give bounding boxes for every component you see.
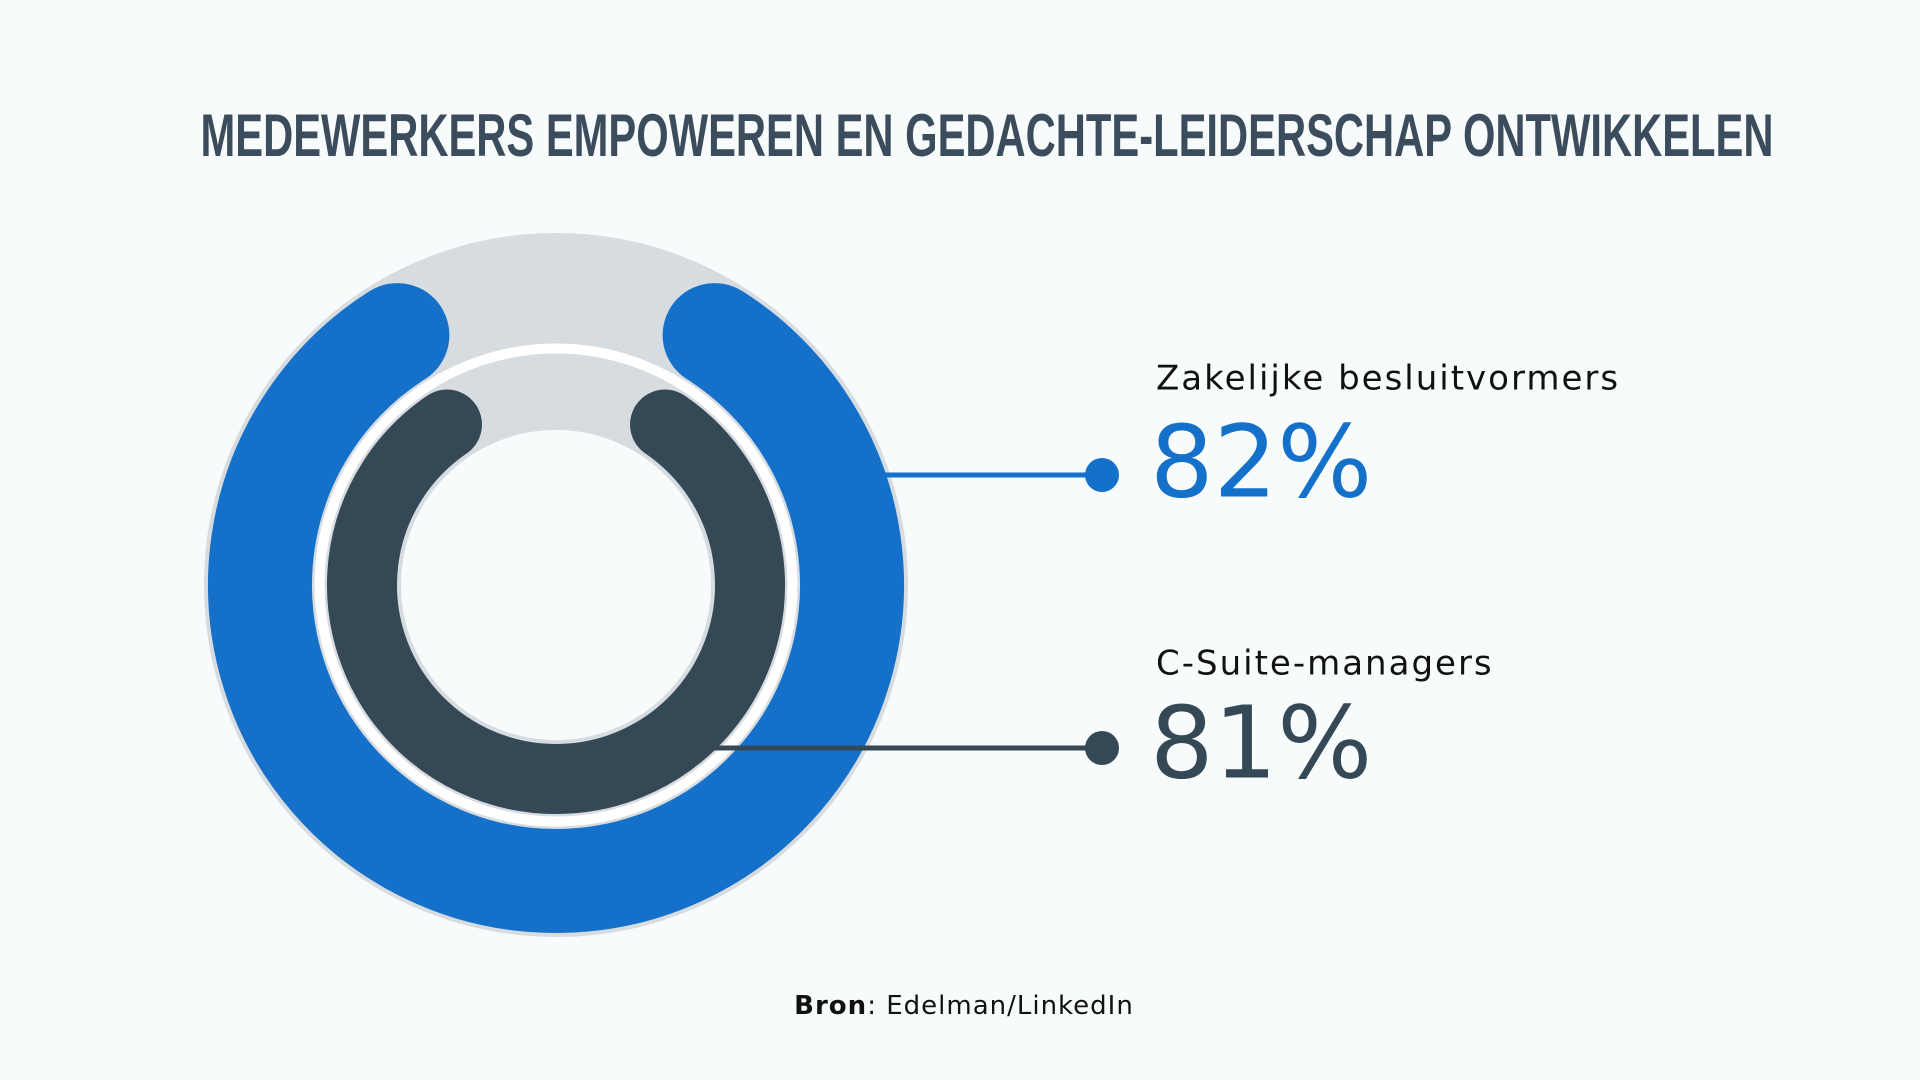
- connector-dot: [1085, 731, 1119, 765]
- value-label: 81%: [1150, 684, 1372, 801]
- separator: [314, 343, 798, 827]
- source-text: : Edelman/LinkedIn: [867, 991, 1134, 1021]
- connector-dot: [1085, 458, 1119, 492]
- source-label: Bron: [794, 991, 867, 1021]
- source: Bron: Edelman/LinkedIn: [794, 991, 1134, 1021]
- legend-label: C-Suite-managers: [1156, 644, 1494, 684]
- value-label: 82%: [1150, 403, 1372, 520]
- chart-title: MEDEWERKERS EMPOWEREN EN GEDACHTE-LEIDER…: [201, 102, 1774, 169]
- ring-arc: [327, 389, 785, 814]
- legend-label: Zakelijke besluitvormers: [1156, 359, 1620, 399]
- ring-arc: [208, 283, 904, 933]
